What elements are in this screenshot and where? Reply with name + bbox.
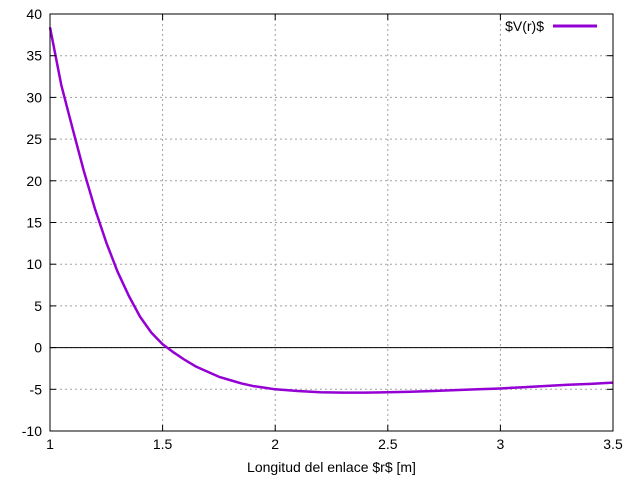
- y-tick-label: 30: [26, 89, 42, 105]
- series-line-v-r: [48, 27, 614, 394]
- legend-label: $V(r)$: [505, 18, 544, 34]
- y-tick-label: 20: [26, 173, 42, 189]
- x-tick-label: 2: [271, 436, 279, 452]
- legend: $V(r)$: [505, 18, 597, 34]
- y-tick-label: 35: [26, 48, 42, 64]
- x-tick-label: 3.5: [603, 436, 623, 452]
- axis-ticks: 1 1.5 2 2.5 3 3.5 -10 -5 0 5 10 15 20 25 30 35 40: [22, 6, 623, 452]
- x-tick-label: 1.5: [153, 436, 173, 452]
- x-tick-label: 2.5: [378, 436, 398, 452]
- y-tick-label: -10: [22, 423, 42, 439]
- y-tick-label: 15: [26, 215, 42, 231]
- x-tick-label: 3: [497, 436, 505, 452]
- x-axis-label: Longitud del enlace $r$ [m]: [247, 459, 416, 475]
- y-tick-label: 0: [34, 340, 42, 356]
- y-tick-label: 10: [26, 256, 42, 272]
- y-tick-label: 40: [26, 6, 42, 22]
- y-tick-label: 25: [26, 131, 42, 147]
- grid: [50, 14, 613, 431]
- y-tick-label: 5: [34, 298, 42, 314]
- y-tick-label: -5: [30, 381, 43, 397]
- series-layer: [48, 27, 614, 394]
- x-tick-label: 1: [46, 436, 54, 452]
